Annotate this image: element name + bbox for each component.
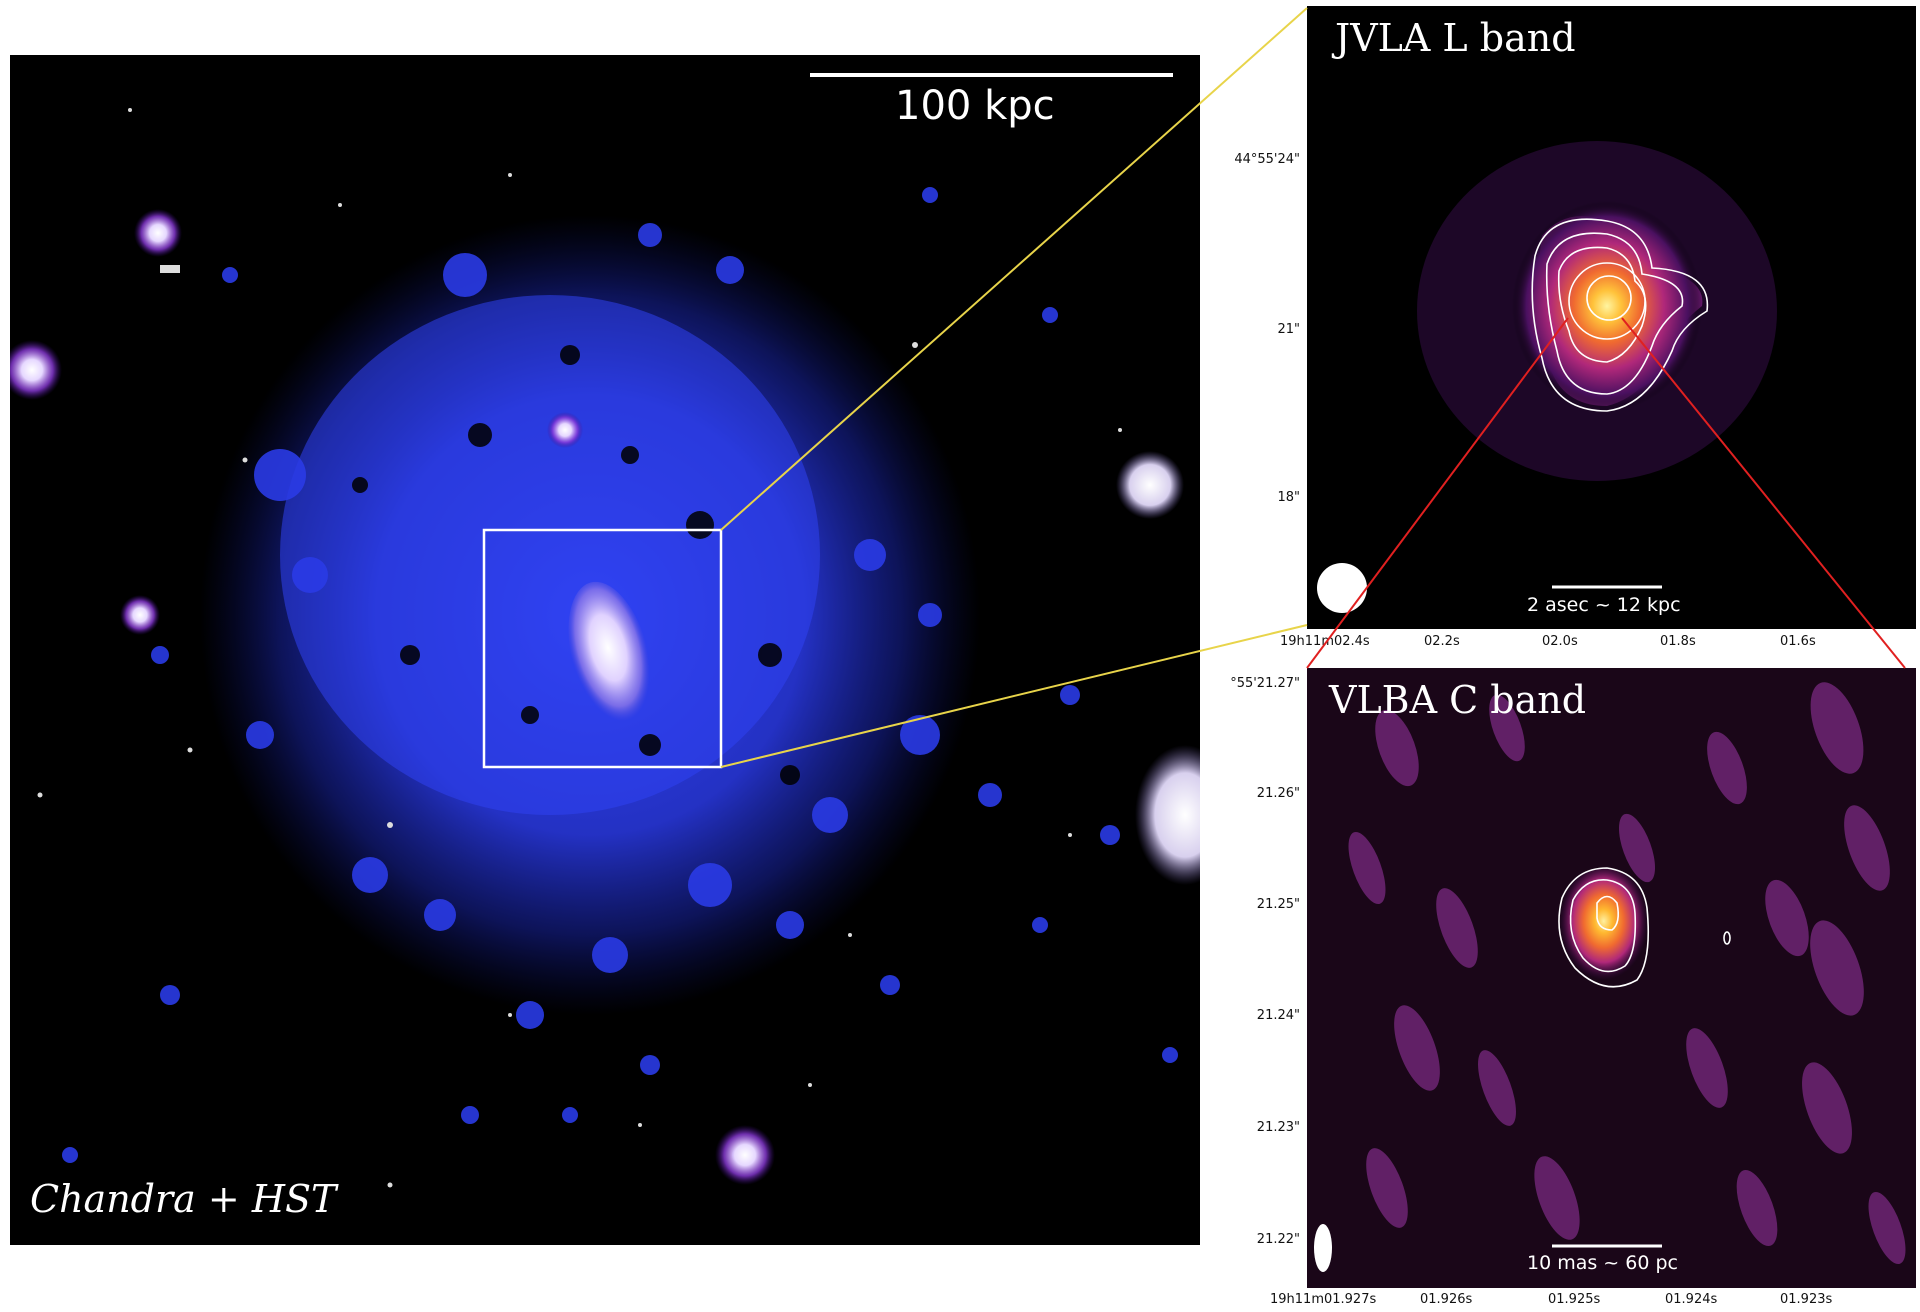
vlba-x-tick: 19h11m01.927s xyxy=(1270,1292,1377,1307)
vlba-y-tick: 21.25" xyxy=(1256,897,1300,912)
vlba-y-tick: 21.24" xyxy=(1256,1008,1300,1023)
chandra-hst-image-panel: 100 kpc Chandra + HST xyxy=(10,55,1200,1245)
vlba-y-tick: °55'21.27" xyxy=(1230,676,1300,691)
main-scale-bar-label: 100 kpc xyxy=(895,83,1055,129)
vlba-y-tick: 21.23" xyxy=(1256,1120,1300,1135)
vlba-radio-image xyxy=(1307,668,1916,1288)
jvla-y-tick: 21" xyxy=(1277,322,1300,337)
jvla-beam-ellipse xyxy=(1317,563,1367,613)
jvla-panel-title: JVLA L band xyxy=(1335,16,1576,60)
jvla-x-tick: 01.8s xyxy=(1660,634,1696,649)
jvla-y-tick: 18" xyxy=(1277,490,1300,505)
jvla-y-tick: 44°55'24" xyxy=(1234,152,1300,167)
vlba-y-tick: 21.22" xyxy=(1256,1232,1300,1247)
jvla-x-tick: 02.0s xyxy=(1542,634,1578,649)
vlba-contours xyxy=(1558,867,1731,988)
vlba-panel-title: VLBA C band xyxy=(1329,678,1587,722)
jvla-l-band-panel: JVLA L band 2 asec ~ 12 kpc xyxy=(1307,6,1916,629)
jvla-x-tick: 19h11m02.4s xyxy=(1280,634,1370,649)
vlba-x-tick: 01.926s xyxy=(1420,1292,1473,1307)
vlba-scale-bar-label: 10 mas ~ 60 pc xyxy=(1527,1252,1678,1274)
vlba-y-tick: 21.26" xyxy=(1256,786,1300,801)
vlba-beam-ellipse xyxy=(1314,1224,1332,1272)
vlba-c-band-panel: VLBA C band 10 mas ~ 60 pc xyxy=(1307,668,1916,1288)
jvla-x-tick: 01.6s xyxy=(1780,634,1816,649)
vlba-x-tick: 01.925s xyxy=(1548,1292,1601,1307)
vlba-x-tick: 01.924s xyxy=(1665,1292,1718,1307)
xray-optical-image xyxy=(10,73,1200,1188)
jvla-x-tick: 02.2s xyxy=(1424,634,1460,649)
jvla-radio-image xyxy=(1317,141,1777,613)
main-panel-label: Chandra + HST xyxy=(30,1177,337,1221)
jvla-scale-bar-label: 2 asec ~ 12 kpc xyxy=(1527,594,1681,616)
vlba-x-tick: 01.923s xyxy=(1780,1292,1833,1307)
